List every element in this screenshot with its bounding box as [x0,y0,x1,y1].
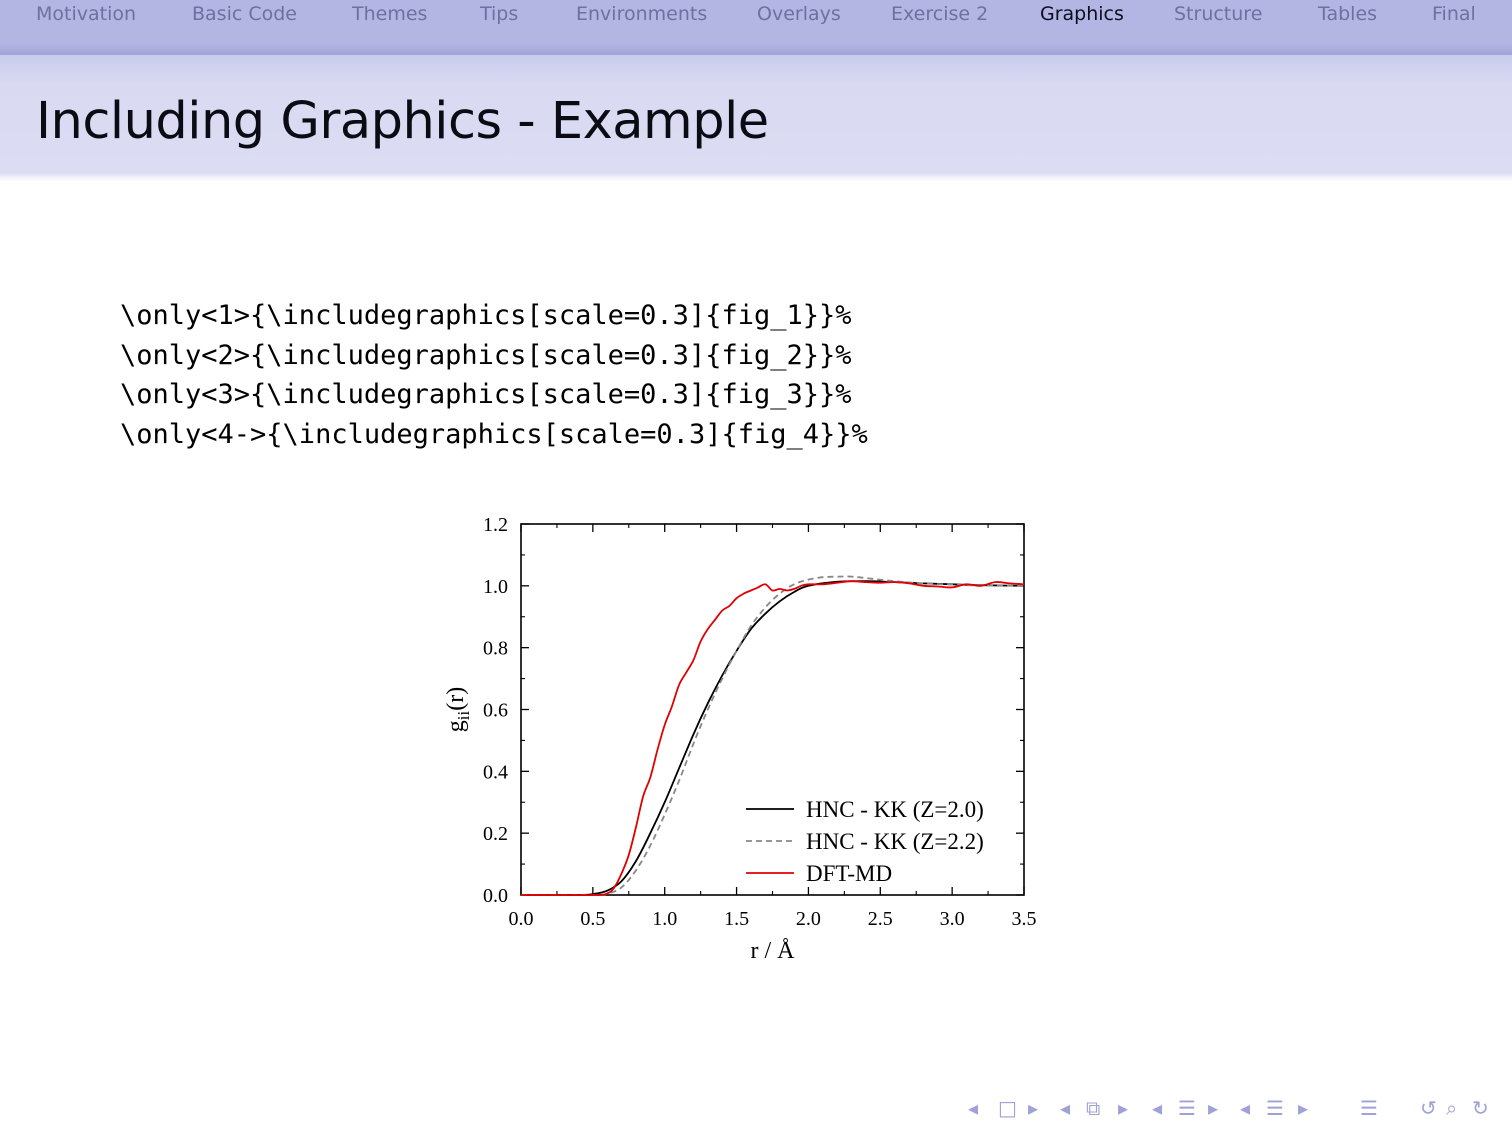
legend-label: HNC - KK (Z=2.0) [806,797,984,822]
y-tick-label: 1.0 [483,576,508,598]
frame-icon[interactable]: ⧉ [1086,1096,1101,1120]
search-icon[interactable]: ⌕ [1446,1096,1458,1120]
next-slide-arrow-icon[interactable]: ▸ [1028,1096,1039,1120]
x-tick-label: 0.0 [509,908,534,930]
next-section-arrow-icon[interactable]: ▸ [1298,1096,1309,1120]
x-tick-label: 1.5 [724,908,749,930]
frame-title-shadow [0,173,1512,181]
undo-icon[interactable]: ↺ [1420,1096,1437,1120]
nav-item-exercise-2[interactable]: Exercise 2 [891,3,989,25]
y-tick-label: 0.8 [483,638,508,660]
nav-item-environments[interactable]: Environments [576,3,708,25]
nav-item-structure[interactable]: Structure [1174,3,1263,25]
slide-icon[interactable]: □ [998,1096,1017,1120]
next-frame-arrow-icon[interactable]: ▸ [1118,1096,1129,1120]
x-tick-label: 3.5 [1012,908,1037,930]
section-icon[interactable]: ☰ [1266,1096,1284,1120]
legend-label: HNC - KK (Z=2.2) [806,829,984,854]
code-line-1: \only<1>{\includegraphics[scale=0.3]{fig… [120,300,852,331]
code-line-2: \only<2>{\includegraphics[scale=0.3]{fig… [120,339,852,371]
series-line-3 [520,580,1025,897]
frame-title: Including Graphics - Example [36,92,769,151]
nav-item-final[interactable]: Final [1432,3,1476,25]
nav-item-tables[interactable]: Tables [1318,3,1378,25]
legend-label: DFT-MD [806,861,892,886]
beamer-nav-controls: ◂ □ ▸ ◂ ⧉ ▸ ◂ ☰ ▸ ◂ ☰ ▸ ☰ ↺ ⌕ ↻ [968,1096,1508,1126]
y-tick-label: 0.0 [483,885,508,907]
x-tick-label: 2.5 [868,908,893,930]
nav-item-tips[interactable]: Tips [480,3,519,25]
nav-item-overlays[interactable]: Overlays [757,3,841,25]
subsection-icon[interactable]: ☰ [1178,1096,1196,1120]
x-tick-label: 2.0 [796,908,821,930]
y-axis-label: gii(r) [443,687,473,732]
y-tick-label: 0.2 [483,823,508,845]
series-line-2 [520,575,1025,896]
x-axis-label: r / Å [751,938,796,964]
y-tick-label: 1.2 [483,514,508,536]
nav-item-basic-code[interactable]: Basic Code [192,3,297,25]
nav-item-motivation[interactable]: Motivation [36,3,137,25]
x-tick-label: 0.5 [580,908,605,930]
nav-item-themes[interactable]: Themes [352,3,428,25]
next-subsection-arrow-icon[interactable]: ▸ [1208,1096,1219,1120]
code-line-4: \only<4->{\includegraphics[scale=0.3]{fi… [120,418,868,450]
code-listing: \only<1>{\includegraphics[scale=0.3]{fig… [120,296,868,454]
nav-item-graphics[interactable]: Graphics [1040,3,1124,25]
x-tick-label: 3.0 [940,908,965,930]
redo-icon[interactable]: ↻ [1472,1096,1489,1120]
section-nav-bar: Motivation Basic Code Themes Tips Enviro… [0,0,1512,55]
x-tick-label: 1.0 [652,908,677,930]
prev-frame-arrow-icon[interactable]: ◂ [1060,1096,1071,1120]
frame-title-band [0,55,1512,173]
prev-slide-arrow-icon[interactable]: ◂ [968,1096,979,1120]
y-tick-label: 0.6 [483,700,508,722]
prev-section-arrow-icon[interactable]: ◂ [1240,1096,1251,1120]
appendix-icon[interactable]: ☰ [1360,1096,1378,1120]
code-line-3: \only<3>{\includegraphics[scale=0.3]{fig… [120,379,852,410]
y-tick-label: 0.4 [483,761,508,783]
prev-subsection-arrow-icon[interactable]: ◂ [1152,1096,1163,1120]
